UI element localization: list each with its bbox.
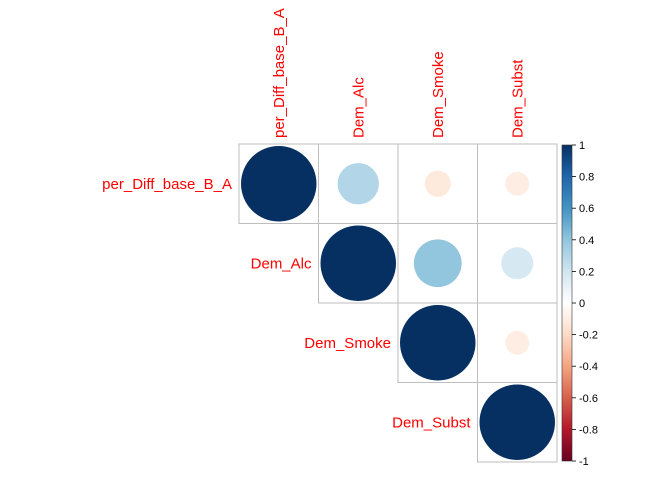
colorbar-gradient [562, 145, 572, 461]
colorbar-tick-label: 0.6 [579, 203, 594, 215]
colorbar-tick-label: 0 [579, 298, 585, 310]
row-label-Dem_Subst: Dem_Subst [392, 414, 471, 431]
labels-layer: per_Diff_base_B_A Dem_Alc Dem_Smoke Dem_Sub… [102, 8, 526, 431]
colorbar-tick-label: 0.8 [579, 172, 594, 184]
row-label-Dem_Smoke: Dem_Smoke [304, 335, 391, 352]
corr-circle-Dem_Smoke-Dem_Smoke [400, 305, 476, 381]
col-label-per_Diff_base_B_A: per_Diff_base_B_A [271, 8, 288, 138]
row-label-per_Diff_base_B_A: per_Diff_base_B_A [102, 176, 232, 193]
corr-circle-per_Diff_base_B_A-Dem_Alc [337, 163, 379, 205]
circles-layer [241, 146, 555, 460]
corr-circle-Dem_Alc-Dem_Alc [320, 225, 396, 301]
row-label-Dem_Alc: Dem_Alc [251, 255, 312, 272]
col-label-Dem_Subst: Dem_Subst [509, 59, 526, 138]
colorbar-tick-label: -1 [579, 456, 589, 468]
colorbar-tick-label: 1 [579, 140, 585, 152]
colorbar-tick-label: -0.6 [579, 393, 598, 405]
col-label-Dem_Smoke: Dem_Smoke [430, 51, 447, 138]
colorbar-tick-label: -0.4 [579, 361, 598, 373]
corr-circle-Dem_Alc-Dem_Subst [501, 247, 534, 280]
colorbar-tick-label: -0.2 [579, 330, 598, 342]
corr-circle-Dem_Subst-Dem_Subst [479, 384, 555, 460]
colorbar-tick-label: 0.4 [579, 235, 594, 247]
corr-circle-per_Diff_base_B_A-per_Diff_base_B_A [241, 146, 317, 222]
colorbar-tick-label: -0.8 [579, 424, 598, 436]
corr-circle-Dem_Smoke-Dem_Subst [505, 330, 530, 355]
corr-circle-per_Diff_base_B_A-Dem_Subst [505, 171, 530, 196]
colorbar: 1 0.8 0.6 0.4 0.2 0 -0.2 -0.4 -0.6 -0.8 -1 [561, 140, 598, 468]
colorbar-tick-label: 0.2 [579, 266, 594, 278]
corr-circle-Dem_Alc-Dem_Smoke [413, 239, 462, 288]
col-label-Dem_Alc: Dem_Alc [350, 77, 367, 138]
corr-circle-per_Diff_base_B_A-Dem_Smoke [424, 170, 451, 197]
